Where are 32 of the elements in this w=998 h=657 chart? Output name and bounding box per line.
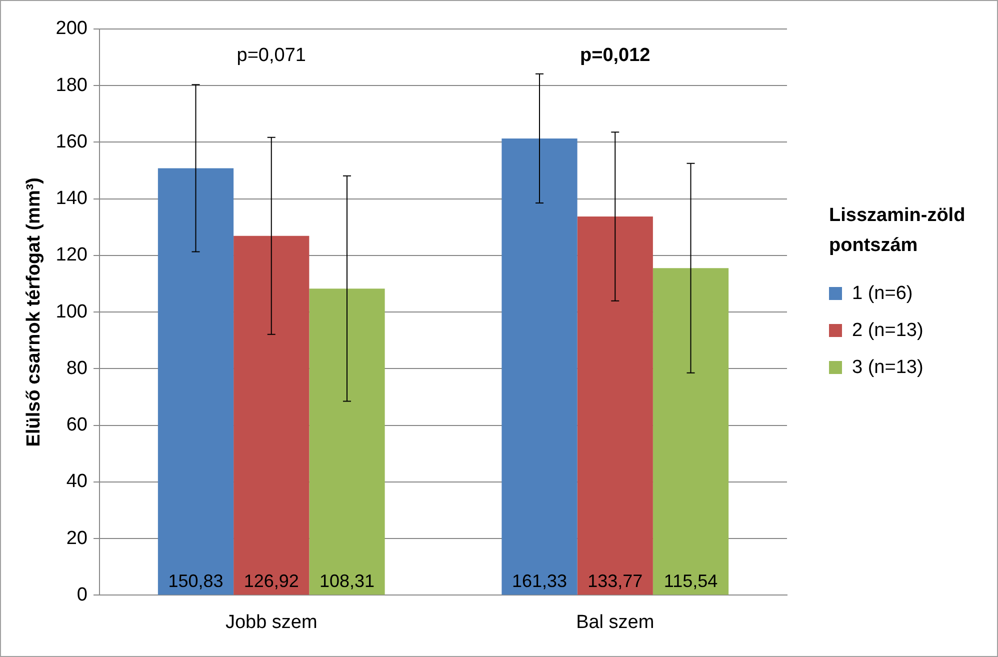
y-tick-label: 100 [56, 301, 88, 322]
data-label: 126,92 [244, 571, 299, 592]
annotation: p=0,012 [580, 45, 650, 66]
bar [577, 216, 653, 595]
bar [652, 268, 729, 595]
y-tick-label: 160 [56, 131, 88, 152]
data-label: 108,31 [319, 571, 375, 592]
bar [309, 288, 385, 595]
x-tick-label: Jobb szem [225, 612, 318, 633]
bar [158, 168, 234, 595]
bar [502, 138, 578, 595]
y-tick-label: 40 [66, 471, 88, 492]
y-tick-label: 20 [66, 528, 88, 549]
y-tick-label: 80 [66, 358, 88, 379]
y-axis-title: Elülső csarnok térfogat (mm³) [24, 177, 45, 447]
y-tick-label: 140 [56, 188, 88, 210]
legend-label: 2 (n=13) [852, 320, 924, 342]
legend-title: Lisszamin-zöld pontszám [829, 204, 966, 258]
data-label: 133,77 [588, 571, 643, 592]
y-tick-label: 200 [56, 18, 88, 40]
data-label: 150,83 [168, 571, 224, 592]
x-tick-label: Bal szem [576, 612, 654, 633]
bar [234, 236, 310, 595]
y-tick-label: 0 [76, 584, 88, 606]
y-tick-label: 60 [66, 414, 88, 436]
data-label: 115,54 [664, 571, 718, 592]
legend-label: 3 (n=13) [852, 356, 924, 378]
legend-label: 1 (n=6) [852, 282, 913, 304]
y-tick-label: 180 [56, 74, 88, 96]
y-tick-label: 120 [56, 244, 88, 266]
data-label: 161,33 [512, 571, 568, 592]
annotation: p=0,071 [236, 45, 306, 66]
